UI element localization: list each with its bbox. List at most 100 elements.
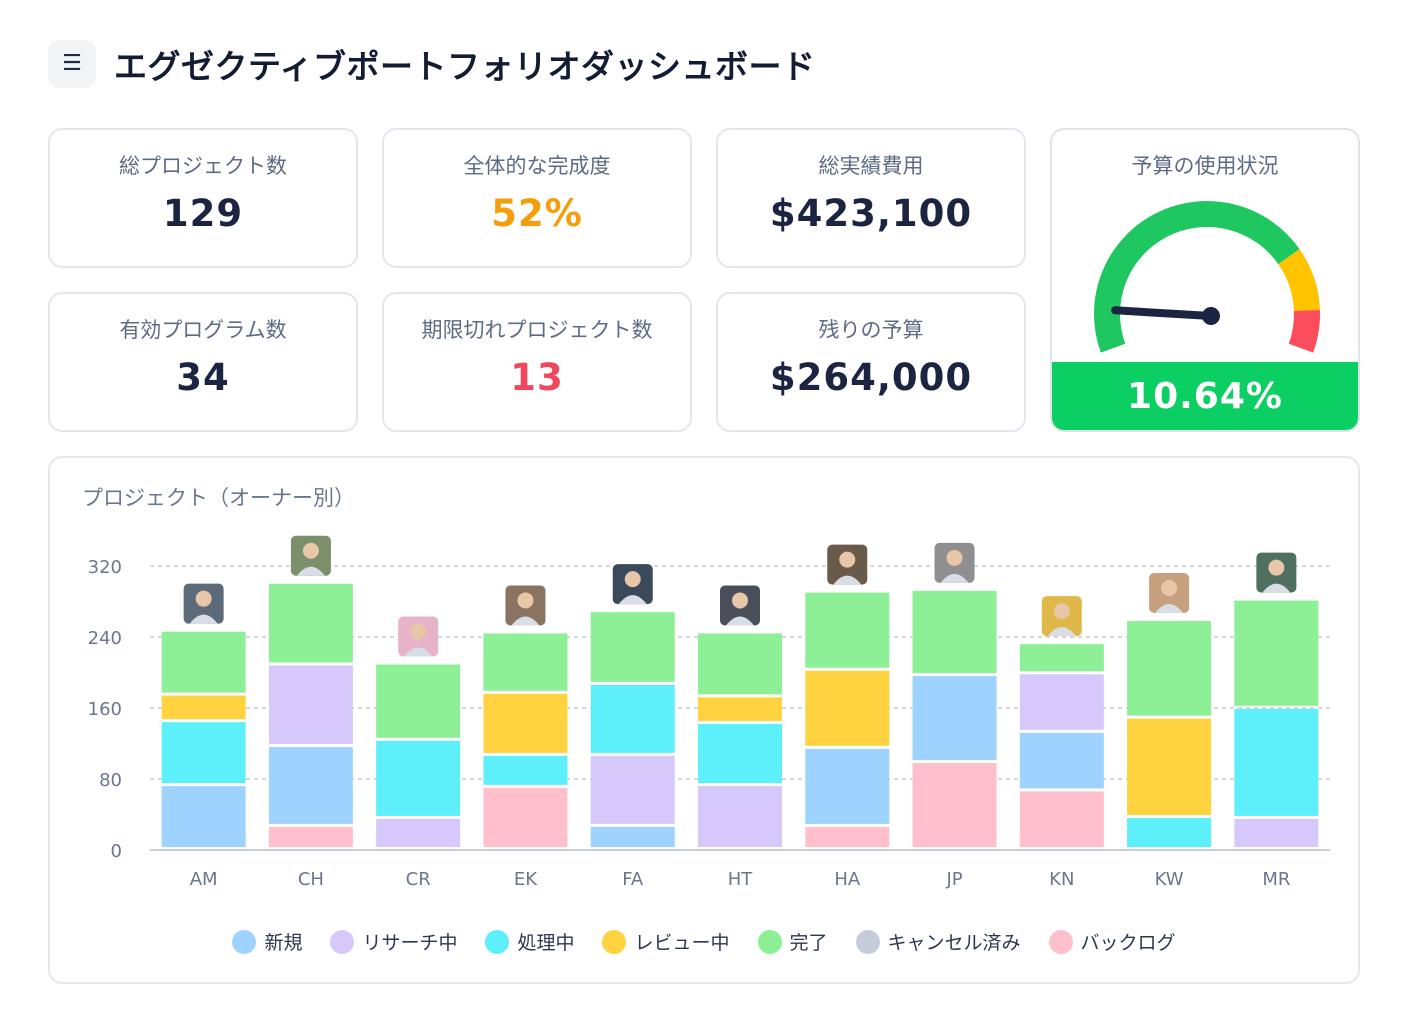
bar-segment-HA[interactable] [805,748,890,824]
bar-segment-KN[interactable] [1019,674,1104,730]
legend-label: 処理中 [517,932,575,954]
bar-segment-HT[interactable] [698,723,782,784]
bar-segment-HA[interactable] [805,592,890,668]
kpi-value: 13 [510,356,564,399]
bar-segment-MR[interactable] [1234,600,1319,706]
bar-segment-CH[interactable] [268,665,353,745]
avatar-face [839,551,856,568]
avatar-body [511,616,540,626]
bar-segment-CR[interactable] [376,664,461,738]
bar-segment-CH[interactable] [268,826,353,847]
legend-label: バックログ [1080,932,1176,954]
bar-segment-KN[interactable] [1019,791,1104,847]
x-tick-label: JP [945,869,962,890]
legend-swatch [855,929,880,954]
avatar-face [732,592,748,609]
bar-segment-EK[interactable] [483,787,568,847]
avatar-body [940,573,969,583]
bar-segment-AM[interactable] [161,722,246,784]
y-tick-label: 240 [88,628,122,649]
bar-segment-HA[interactable] [805,826,890,847]
bar-segment-JP[interactable] [912,763,997,847]
bar-segment-KN[interactable] [1019,644,1104,672]
bar-segment-MR[interactable] [1234,708,1319,816]
bar-segment-AM[interactable] [161,631,246,693]
bar-segment-FA[interactable] [590,684,675,753]
legend-item[interactable]: 処理中 [485,928,574,955]
kpi-value: $264,000 [769,356,973,399]
kpi-value: $423,100 [769,192,973,235]
bar-segment-KW[interactable] [1127,818,1212,847]
bar-segment-FA[interactable] [590,826,675,847]
avatar-face [410,623,427,640]
kpi-label: 残りの予算 [818,318,924,342]
kpi-total-projects: 総プロジェクト数 129 [48,128,358,268]
bar-segment-CH[interactable] [268,747,353,824]
avatar-body [618,595,647,605]
avatar-body [1047,627,1076,637]
bar-segment-JP[interactable] [912,676,997,761]
bar-segment-HT[interactable] [698,697,782,721]
kpi-label: 有効プログラム数 [119,318,287,342]
bar-segment-EK[interactable] [483,633,568,691]
y-tick-label: 0 [111,841,122,862]
legend-item[interactable]: レビュー中 [602,928,730,955]
kpi-label: 総プロジェクト数 [119,154,287,178]
avatar-face [195,590,212,607]
x-tick-label: MR [1262,869,1290,890]
avatar-face [946,549,963,566]
gauge-zone-2 [1288,310,1320,353]
budget-usage-card: 予算の使用状況 10.64% [1050,128,1360,432]
bar-segment-HA[interactable] [805,670,890,746]
bar-segment-AM[interactable] [161,786,246,847]
bar-segment-KW[interactable] [1127,621,1212,716]
legend-swatch [232,929,257,954]
bar-segment-MR[interactable] [1234,818,1319,847]
bar-segment-CH[interactable] [268,583,353,663]
hamburger-menu-icon: ☰ [62,51,82,76]
avatar-face [1161,580,1178,597]
bar-segment-AM[interactable] [161,695,246,720]
chart-title: プロジェクト（オーナー別） [82,486,355,510]
bar-segment-JP[interactable] [912,590,997,674]
legend-swatch [602,929,627,954]
bar-segment-CR[interactable] [376,818,461,847]
bar-segment-FA[interactable] [590,612,675,682]
avatar-face [302,542,319,559]
legend-swatch [1048,929,1073,954]
kpi-active-programs: 有効プログラム数 34 [48,292,358,432]
gauge-zone-0 [1094,201,1300,353]
bar-segment-EK[interactable] [483,755,568,785]
avatar-body [189,614,218,624]
legend-label: 完了 [789,932,828,954]
bar-segment-HT[interactable] [698,786,782,847]
x-tick-label: FA [622,869,644,890]
kpi-label: 総実績費用 [818,154,924,178]
projects-by-owner-chart-card: プロジェクト（オーナー別） 0 80 160 240 320 AM CH CR EK FA HT HA… [48,456,1360,984]
x-tick-label: EK [514,869,538,890]
x-tick-label: AM [190,869,218,890]
legend-item[interactable]: キャンセル済み [855,928,1021,955]
menu-button[interactable]: ☰ [48,40,96,88]
gauge-needle [1111,306,1215,320]
bar-segment-KW[interactable] [1127,718,1212,816]
bar-segment-CR[interactable] [376,740,461,816]
avatar-face [517,592,534,609]
legend-label: リサーチ中 [362,932,458,954]
avatar-face [1053,603,1070,620]
page-header: ☰ エグゼクティブポートフォリオダッシュボード [48,40,816,88]
legend-item[interactable]: 新規 [232,928,302,955]
legend-item[interactable]: 完了 [757,928,828,955]
legend-item[interactable]: リサーチ中 [330,928,457,955]
x-tick-label: KN [1049,869,1074,890]
y-tick-label: 320 [88,557,122,578]
x-tick-label: CH [298,869,324,890]
y-tick-label: 80 [99,770,122,791]
bar-segment-KN[interactable] [1019,732,1104,789]
bar-segment-FA[interactable] [590,755,675,824]
bar-segment-EK[interactable] [483,693,568,753]
bar-segment-HT[interactable] [698,633,782,695]
legend-item[interactable]: バックログ [1048,928,1176,955]
avatar-body [404,647,433,657]
x-tick-label: HA [834,869,861,890]
